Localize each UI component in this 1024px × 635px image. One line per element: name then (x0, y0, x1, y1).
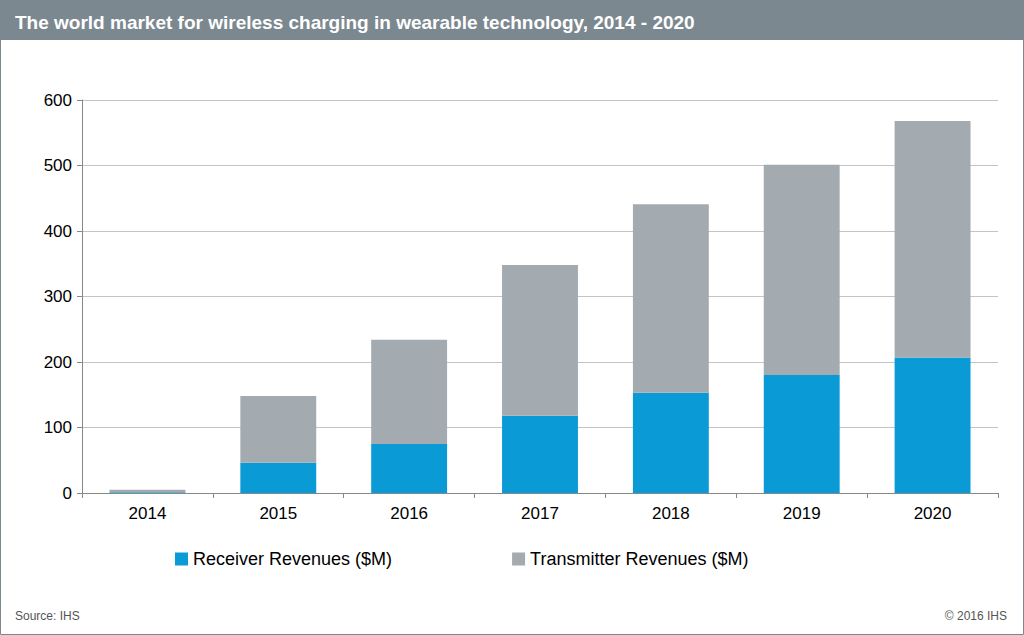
svg-text:500: 500 (44, 156, 72, 175)
svg-text:400: 400 (44, 222, 72, 241)
svg-text:600: 600 (44, 91, 72, 110)
svg-text:The world market for wireless: The world market for wireless charging i… (15, 12, 695, 33)
svg-text:2014: 2014 (129, 504, 167, 523)
svg-text:2016: 2016 (390, 504, 428, 523)
svg-text:2017: 2017 (521, 504, 559, 523)
svg-text:2020: 2020 (914, 504, 952, 523)
svg-text:Receiver Revenues ($M): Receiver Revenues ($M) (193, 549, 392, 569)
svg-text:© 2016 IHS: © 2016 IHS (945, 609, 1007, 623)
svg-text:100: 100 (44, 418, 72, 437)
svg-text:300: 300 (44, 287, 72, 306)
svg-text:Source: IHS: Source: IHS (15, 609, 80, 623)
svg-text:2019: 2019 (783, 504, 821, 523)
svg-text:0: 0 (63, 484, 72, 503)
svg-text:200: 200 (44, 353, 72, 372)
svg-text:2015: 2015 (259, 504, 297, 523)
svg-text:Transmitter Revenues ($M): Transmitter Revenues ($M) (530, 549, 748, 569)
svg-text:2018: 2018 (652, 504, 690, 523)
